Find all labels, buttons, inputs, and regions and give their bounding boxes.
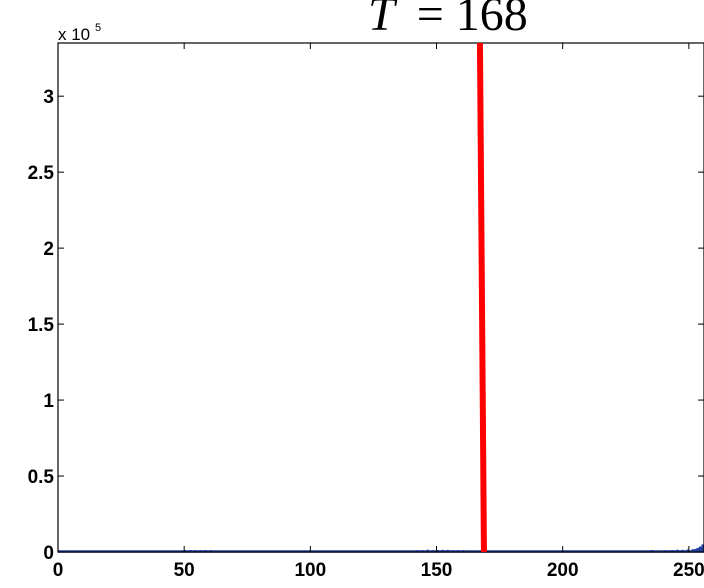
- y-tick-label: 0.5: [28, 467, 55, 488]
- histogram-bar: [698, 546, 702, 552]
- y-exponent-power: 5: [95, 22, 101, 34]
- x-tick-label: 200: [547, 560, 579, 581]
- title-variable: T: [368, 0, 398, 41]
- threshold-line: [476, 42, 487, 553]
- y-exponent: x 10 5: [58, 22, 101, 44]
- x-tick-label: 50: [174, 560, 195, 581]
- title-value: 168: [456, 0, 528, 41]
- chart-title: T = 168: [368, 0, 528, 41]
- x-tick-label: 250: [673, 560, 704, 581]
- histogram-bar: [696, 547, 699, 552]
- y-tick-label: 3: [43, 87, 54, 108]
- y-tick-label: 2.5: [28, 163, 55, 184]
- x-tick-label: 150: [421, 560, 453, 581]
- y-tick-label: 1.5: [28, 315, 55, 336]
- y-tick-label: 0: [43, 543, 54, 564]
- x-tick-labels: 0 50 100 150 200 250: [53, 560, 704, 581]
- plot-frame: [57, 42, 704, 553]
- y-tick-label: 1: [43, 391, 54, 412]
- y-exponent-label: x 10: [58, 25, 90, 44]
- svg-text:T = 168: T = 168: [368, 0, 528, 41]
- y-tick-label: 2: [43, 239, 54, 260]
- title-equals: =: [417, 0, 444, 41]
- x-tick-label: 100: [294, 560, 326, 581]
- histogram-bar: [701, 544, 704, 552]
- y-tick-labels: 0 0.5 1 1.5 2 2.5 3: [28, 87, 55, 564]
- x-tick-label: 0: [53, 560, 64, 581]
